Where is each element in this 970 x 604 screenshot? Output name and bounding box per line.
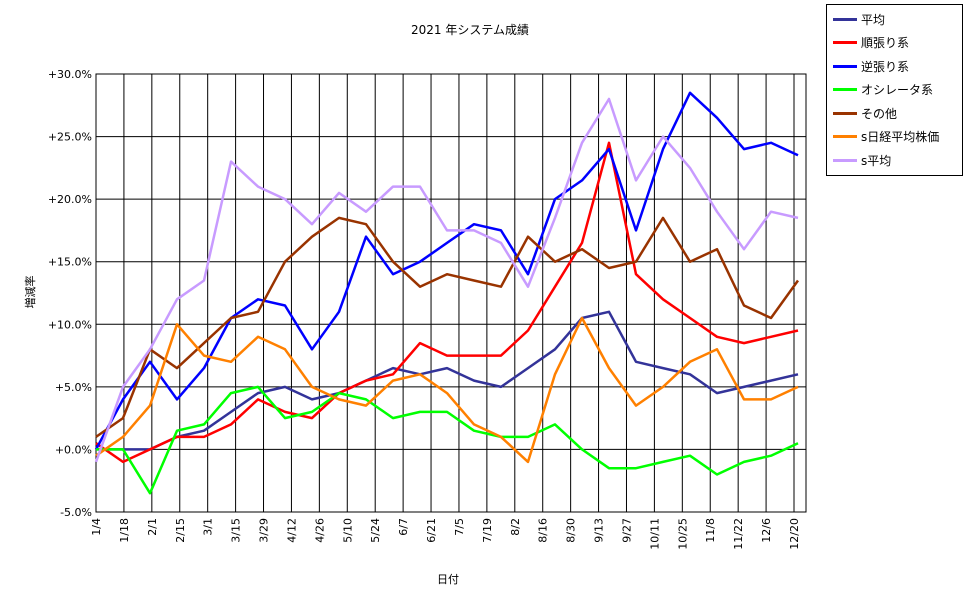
series-lines: [94, 91, 800, 495]
y-axis-label: 増減率: [23, 276, 37, 309]
x-tick-label: 12/20: [788, 518, 801, 550]
legend-label: 平均: [861, 12, 886, 27]
x-tick-label: 4/12: [285, 518, 298, 543]
legend-item: s日経平均株価: [833, 127, 939, 147]
x-tick-label: 4/26: [313, 518, 326, 543]
x-tick-label: 8/16: [537, 518, 550, 543]
x-tick-label: 10/25: [676, 518, 689, 550]
series-line: [95, 316, 799, 464]
series-line: [96, 310, 799, 451]
y-tick-label: +10.0%: [48, 318, 92, 331]
y-tick-labels: +30.0% +25.0% +20.0% +15.0% +10.0% +5.0% +0.0%…: [48, 68, 92, 519]
x-tick-label: 3/29: [258, 518, 271, 543]
x-tick-label: 9/13: [593, 518, 606, 543]
legend-item: s平均: [833, 150, 891, 170]
y-tick-label: +5.0%: [55, 381, 92, 394]
legend-swatch: [833, 88, 857, 91]
legend-swatch: [833, 17, 857, 21]
x-tick-label: 7/5: [453, 518, 466, 536]
legend-swatch: [833, 158, 857, 162]
legend-label: s日経平均株価: [861, 130, 940, 144]
legend-swatch: [833, 41, 857, 44]
x-tick-label: 3/15: [230, 518, 243, 543]
series-line: [95, 216, 800, 438]
y-tick-label: +0.0%: [55, 443, 92, 456]
x-tick-label: 9/27: [620, 518, 633, 543]
x-tick-label: 12/6: [760, 518, 773, 543]
x-tick-label: 6/7: [397, 518, 410, 536]
x-tick-label: 5/10: [341, 518, 354, 543]
x-tick-label: 2/1: [146, 518, 159, 536]
y-tick-label: +25.0%: [48, 131, 92, 144]
x-tick-label: 8/2: [509, 518, 522, 536]
x-tick-label: 11/22: [732, 518, 745, 550]
x-tick-label: 1/18: [118, 518, 131, 543]
series-line: [94, 97, 799, 463]
legend-item: その他: [833, 103, 897, 123]
legend-item: 平均: [833, 9, 885, 29]
x-tick-label: 8/30: [565, 518, 578, 543]
x-tick-label: 7/19: [481, 518, 494, 543]
chart-title: 2021 年システム成績: [411, 23, 529, 37]
legend-label: 順張り系: [861, 36, 910, 50]
legend-label: s平均: [861, 153, 892, 168]
y-tick-label: +30.0%: [48, 68, 92, 81]
x-tick-label: 5/24: [369, 518, 382, 543]
legend-swatch: [833, 111, 857, 115]
legend-label: オシレータ系: [861, 83, 934, 97]
legend-swatch: [833, 135, 857, 138]
x-tick-label: 2/15: [174, 518, 187, 543]
x-tick-label: 1/4: [90, 518, 103, 536]
series-line: [94, 91, 799, 450]
legend: 平均順張り系逆張り系オシレータ系 その他 s日経平均株価 s平均: [826, 4, 963, 176]
legend-swatch: [833, 64, 857, 68]
x-tick-label: 11/8: [704, 518, 717, 543]
grid-lines: [95, 73, 806, 513]
y-tick-label: -5.0%: [60, 506, 92, 519]
legend-item: オシレータ系: [833, 80, 933, 100]
x-tick-labels: 1/4 1/18 2/1 2/15 3/1 3/15 3/29 4/12 4/26 5/10 5/2…: [90, 518, 801, 550]
x-tick-label: 6/21: [425, 518, 438, 543]
legend-item: 順張り系: [833, 33, 909, 53]
legend-label: 逆張り系: [861, 59, 910, 74]
legend-label: その他: [861, 106, 898, 121]
y-tick-label: +15.0%: [48, 256, 92, 269]
legend-item: 逆張り系: [833, 56, 909, 76]
series-line: [95, 141, 799, 464]
x-tick-label: 3/1: [202, 518, 215, 536]
series-line: [96, 385, 799, 495]
x-axis-label: 日付: [437, 573, 459, 586]
x-tick-label: 10/11: [648, 518, 661, 550]
y-tick-label: +20.0%: [48, 193, 92, 206]
plot-area: [95, 73, 807, 513]
